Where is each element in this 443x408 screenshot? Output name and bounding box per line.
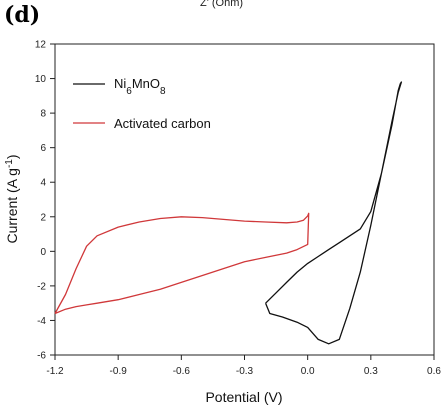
y-tick-label: -4 bbox=[37, 316, 46, 327]
x-tick-label: 0.0 bbox=[301, 366, 315, 377]
x-tick-label: -0.9 bbox=[110, 366, 128, 377]
y-axis-title-sup: -1 bbox=[4, 159, 15, 168]
legend-label-ni6mno8: Ni6MnO8 bbox=[114, 76, 166, 97]
legend-label-activated-carbon: Activated carbon bbox=[114, 116, 211, 131]
series-layer bbox=[54, 81, 403, 345]
y-tick-label: 6 bbox=[40, 143, 46, 154]
y-tick-label: 2 bbox=[40, 212, 46, 223]
y-tick-label: 4 bbox=[40, 178, 46, 189]
y-axis-title-main: Current (A g bbox=[4, 168, 20, 243]
cut-off-top-label: Z' (Ohm) bbox=[200, 0, 243, 9]
series-line-ni6mno8 bbox=[264, 81, 403, 345]
y-tick-label: -2 bbox=[37, 281, 46, 292]
plot-frame bbox=[54, 43, 435, 356]
legend: Ni6MnO8 Activated carbon bbox=[73, 76, 211, 131]
y-tick-label: -6 bbox=[37, 351, 46, 362]
x-tick-label: -1.2 bbox=[46, 366, 64, 377]
y-axis-title: Current (A g-1) bbox=[4, 154, 21, 243]
x-tick-label: -0.6 bbox=[173, 366, 191, 377]
x-tick-label: -0.3 bbox=[236, 366, 254, 377]
panel-label: (d) bbox=[4, 2, 40, 28]
series-line-activated-carbon bbox=[54, 212, 310, 315]
y-tick-label: 12 bbox=[35, 40, 47, 51]
x-tick-label: 0.3 bbox=[364, 366, 378, 377]
y-axis-title-end: ) bbox=[4, 154, 20, 159]
x-axis-title: Potential (V) bbox=[205, 389, 282, 405]
x-tick-label: 0.6 bbox=[427, 366, 441, 377]
x-axis-ticks: -1.2 -0.9 -0.6 -0.3 0.0 0.3 0.6 bbox=[46, 355, 441, 377]
y-tick-label: 0 bbox=[40, 247, 46, 258]
y-axis-ticks: -6 -4 -2 0 2 4 6 8 10 12 bbox=[35, 40, 55, 362]
y-tick-label: 10 bbox=[35, 74, 47, 85]
y-tick-label: 8 bbox=[40, 109, 46, 120]
